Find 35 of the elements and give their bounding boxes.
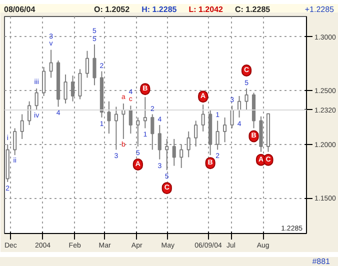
text: #881: [0, 257, 338, 266]
candlestick: [194, 120, 198, 147]
candlestick: [186, 130, 190, 158]
candlestick: [20, 114, 24, 140]
text: O: 1.2052: [94, 5, 130, 14]
candlestick: [114, 106, 118, 150]
text: L: 1.2042: [188, 5, 223, 14]
candlestick: [49, 49, 53, 78]
candlestick: [107, 100, 111, 134]
text: +1.2285: [304, 5, 334, 14]
candlestick: [244, 88, 248, 110]
candlestick: [150, 114, 154, 150]
candlestick: [136, 116, 140, 147]
candlestick: [180, 144, 184, 168]
text: C: 1.2285: [234, 5, 270, 14]
candlestick: [223, 116, 227, 143]
candlestick: [13, 128, 17, 156]
candlestick: [143, 96, 147, 129]
candlestick: [158, 124, 162, 160]
candlestick: [28, 100, 32, 126]
candlestick: [42, 66, 46, 96]
candlestick: [216, 120, 220, 150]
candlestick: [201, 104, 205, 132]
candlestick: [64, 74, 68, 104]
candlestick: [230, 105, 234, 129]
candlestick: [165, 138, 169, 171]
candlestick: [34, 88, 38, 110]
candlestick: [78, 68, 82, 100]
candlestick: [128, 105, 132, 134]
candlestick: [92, 44, 96, 86]
text: 08/06/04: [4, 5, 36, 14]
candlestick: [70, 75, 75, 102]
text: H: 1.2285: [142, 5, 177, 14]
candlestick: [172, 138, 176, 166]
candlestick: [85, 50, 90, 78]
